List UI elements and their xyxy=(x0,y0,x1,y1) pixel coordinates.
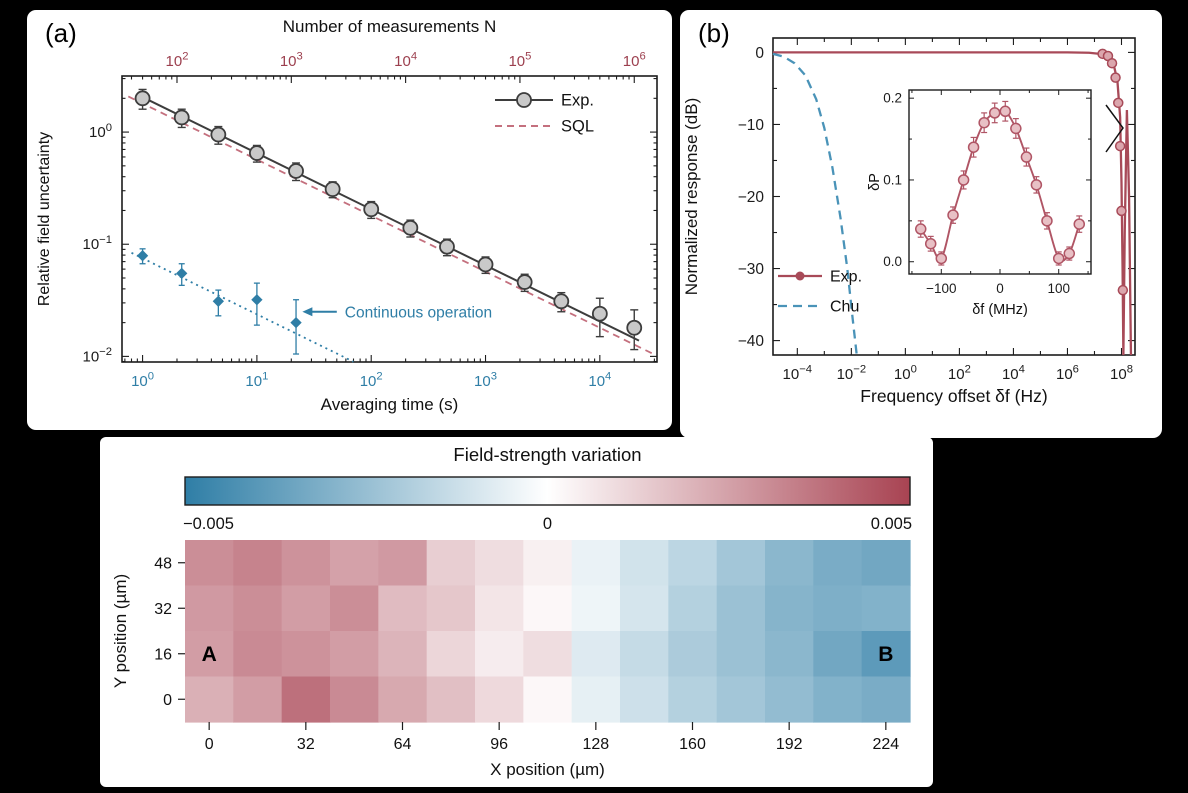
svg-text:104: 104 xyxy=(588,371,611,390)
svg-text:32: 32 xyxy=(297,736,315,753)
svg-text:102: 102 xyxy=(360,371,383,390)
svg-text:0.1: 0.1 xyxy=(883,172,902,187)
svg-text:96: 96 xyxy=(490,736,508,753)
svg-text:108: 108 xyxy=(1110,364,1133,383)
chart-b-inset-deltaP-vs-deltaf: −100 0 100 0.0 0.1 0.2 δf (MHz) δP xyxy=(865,78,1105,323)
chart-b-response-vs-frequency-offset: 10−4 10−2 100 102 104 106 108 0 −10 −20 −30 −40 Freq… xyxy=(682,37,1136,406)
svg-text:101: 101 xyxy=(245,371,268,390)
svg-text:192: 192 xyxy=(776,736,803,753)
svg-text:103: 103 xyxy=(474,371,497,390)
svg-text:X position (µm): X position (µm) xyxy=(490,760,605,779)
svg-text:Field-strength variation: Field-strength variation xyxy=(453,444,641,465)
svg-text:−30: −30 xyxy=(738,261,765,278)
svg-text:0: 0 xyxy=(205,736,214,753)
svg-text:100: 100 xyxy=(894,364,917,383)
svg-text:32: 32 xyxy=(154,601,172,618)
svg-text:105: 105 xyxy=(508,51,531,70)
svg-text:δf (MHz): δf (MHz) xyxy=(972,302,1028,318)
svg-text:10−2: 10−2 xyxy=(82,346,112,365)
chart-c-field-strength-heatmap: Field-strength variation −0.005 0 0.005 48 32… xyxy=(111,444,912,779)
svg-text:0: 0 xyxy=(163,692,172,709)
svg-text:10−2: 10−2 xyxy=(837,364,867,383)
svg-text:0.2: 0.2 xyxy=(883,91,902,106)
svg-text:−10: −10 xyxy=(738,117,765,134)
svg-text:Frequency offset δf (Hz): Frequency offset δf (Hz) xyxy=(860,386,1047,406)
svg-text:16: 16 xyxy=(154,646,172,663)
svg-text:Exp.: Exp. xyxy=(830,269,862,286)
svg-text:106: 106 xyxy=(1056,364,1079,383)
svg-text:10−4: 10−4 xyxy=(783,364,813,383)
svg-text:64: 64 xyxy=(394,736,412,753)
svg-text:−40: −40 xyxy=(738,333,765,350)
svg-text:δP: δP xyxy=(867,173,883,191)
panel-b-label: (b) xyxy=(698,18,730,48)
svg-text:128: 128 xyxy=(582,736,609,753)
svg-text:A: A xyxy=(202,643,217,666)
svg-text:103: 103 xyxy=(280,51,303,70)
svg-text:Exp.: Exp. xyxy=(561,92,594,110)
svg-text:Relative field uncertainty: Relative field uncertainty xyxy=(36,132,53,306)
svg-text:Y position (µm): Y position (µm) xyxy=(111,574,130,688)
svg-text:224: 224 xyxy=(872,736,899,753)
svg-text:Normalized response (dB): Normalized response (dB) xyxy=(682,98,701,295)
panel-a-label: (a) xyxy=(45,18,77,48)
svg-text:104: 104 xyxy=(1002,364,1025,383)
svg-text:Number of measurements N: Number of measurements N xyxy=(283,17,497,36)
svg-text:102: 102 xyxy=(948,364,971,383)
svg-text:160: 160 xyxy=(679,736,706,753)
svg-text:0.0: 0.0 xyxy=(883,254,902,269)
svg-text:0: 0 xyxy=(543,515,552,533)
svg-text:100: 100 xyxy=(89,122,112,141)
panel-b: (b) 10−4 10−2 100 102 104 106 108 0 −10 −20 −30 −40… xyxy=(680,10,1162,438)
svg-text:0: 0 xyxy=(996,281,1004,296)
svg-text:100: 100 xyxy=(131,371,154,390)
chart-a-uncertainty-vs-averaging-time: 100 101 102 103 104 100 10−1 10−2 102 103 104 105 10… xyxy=(36,17,658,414)
svg-text:0.005: 0.005 xyxy=(871,515,912,533)
svg-text:SQL: SQL xyxy=(561,118,594,136)
svg-text:48: 48 xyxy=(154,555,172,572)
svg-text:−20: −20 xyxy=(738,189,765,206)
svg-text:B: B xyxy=(878,643,893,666)
svg-text:106: 106 xyxy=(623,51,646,70)
panel-c: Field-strength variation −0.005 0 0.005 48 32… xyxy=(100,437,933,787)
svg-text:0: 0 xyxy=(755,45,764,62)
svg-text:104: 104 xyxy=(394,51,417,70)
svg-text:−0.005: −0.005 xyxy=(183,515,234,533)
panel-a: (a) 100 101 102 103 104 100 10−1 10−2 102 103 104 1… xyxy=(27,10,672,430)
svg-text:Averaging time (s): Averaging time (s) xyxy=(321,395,459,414)
svg-text:10−1: 10−1 xyxy=(82,234,112,253)
svg-text:100: 100 xyxy=(1047,281,1070,296)
svg-text:102: 102 xyxy=(166,51,189,70)
svg-text:Continuous operation: Continuous operation xyxy=(345,304,492,321)
svg-text:Chu: Chu xyxy=(830,299,859,316)
svg-text:−100: −100 xyxy=(926,281,956,296)
